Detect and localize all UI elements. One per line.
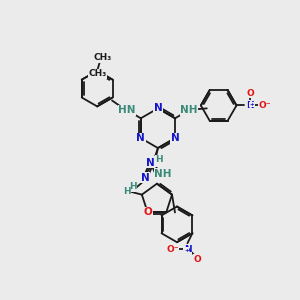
Text: N: N bbox=[171, 133, 179, 143]
Text: +: + bbox=[184, 248, 189, 253]
Text: N: N bbox=[136, 133, 145, 143]
Text: CH₃: CH₃ bbox=[93, 53, 111, 62]
Text: CH₃: CH₃ bbox=[88, 69, 107, 78]
Text: O: O bbox=[194, 254, 201, 263]
Text: HN: HN bbox=[118, 105, 136, 116]
Text: N: N bbox=[148, 157, 157, 167]
Text: H: H bbox=[155, 155, 163, 164]
Text: O: O bbox=[143, 207, 152, 218]
Text: N: N bbox=[247, 101, 254, 110]
Text: N: N bbox=[154, 103, 162, 113]
Text: O⁻: O⁻ bbox=[258, 101, 271, 110]
Text: N: N bbox=[146, 158, 154, 168]
Text: O⁻: O⁻ bbox=[166, 244, 179, 253]
Text: NH: NH bbox=[154, 169, 172, 179]
Text: N: N bbox=[184, 244, 191, 253]
Text: O: O bbox=[247, 89, 254, 98]
Text: H: H bbox=[123, 187, 131, 196]
Text: N: N bbox=[141, 173, 149, 183]
Text: +: + bbox=[249, 102, 254, 107]
Text: H: H bbox=[129, 182, 137, 191]
Text: NH: NH bbox=[180, 105, 198, 116]
